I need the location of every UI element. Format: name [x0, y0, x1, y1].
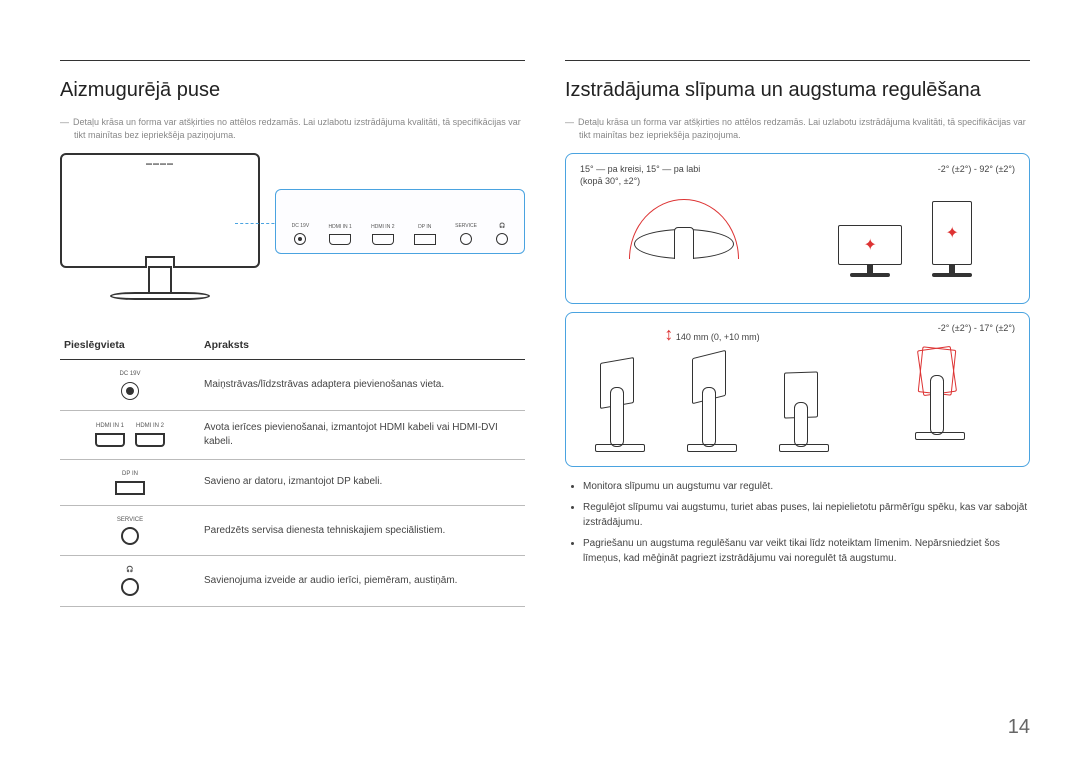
list-item: Monitora slīpumu un augstumu var regulēt… — [583, 479, 1030, 494]
height-arrow-icon: ↕ — [664, 324, 673, 344]
port-hdmi-in-2: HDMI IN 2 — [371, 224, 394, 245]
page-number: 14 — [1008, 716, 1030, 739]
swivel-caption: 15° — pa kreisi, 15° — pa labi (kopā 30°… — [580, 164, 788, 187]
left-column: Aizmugurējā puse Detaļu krāsa un forma v… — [60, 60, 525, 607]
panel-height-tilt: ↕ 140 mm (0, +10 mm) -2° (±2°) - 17° (±2… — [565, 312, 1030, 467]
port-dc-19v: DC 19V — [292, 223, 310, 245]
list-item: Regulējot slīpumu vai augstumu, turiet a… — [583, 500, 1030, 530]
ports-callout: DC 19V HDMI IN 1 HDMI IN 2 DP IN SERVICE 🎧 — [275, 189, 525, 254]
rule-top-left — [60, 60, 525, 61]
ports-table: Pieslēgvieta Apraksts DC 19VMaiņstrāvas/… — [60, 331, 525, 607]
rule-top-right — [565, 60, 1030, 61]
port-desc: Maiņstrāvas/līdzstrāvas adaptera pievien… — [200, 360, 525, 410]
port-desc: Avota ierīces pievienošanai, izmantojot … — [200, 410, 525, 459]
port-desc: Paredzēts servisa dienesta tehniskajiem … — [200, 505, 525, 555]
rear-figure: ▬▬▬▬ DC 19V HDMI IN 1 HDMI IN 2 DP IN SERVIC… — [60, 153, 525, 313]
port-desc: Savieno ar datoru, izmantojot DP kabeli. — [200, 459, 525, 505]
table-row: HDMI IN 1HDMI IN 2Avota ierīces pievieno… — [60, 410, 525, 459]
monitor-back-icon: ▬▬▬▬ — [60, 153, 260, 268]
port--: 🎧 — [496, 223, 508, 245]
table-row: DP INSavieno ar datoru, izmantojot DP ka… — [60, 459, 525, 505]
heading-adjust: Izstrādājuma slīpuma un augstuma regulēš… — [565, 79, 1030, 102]
port-dp-in: DP IN — [414, 224, 436, 245]
th-port: Pieslēgvieta — [60, 331, 200, 360]
port-hdmi-in-1: HDMI IN 1 — [328, 224, 351, 245]
panel-swivel-pivot: 15° — pa kreisi, 15° — pa labi (kopā 30°… — [565, 153, 1030, 303]
port-desc: Savienojuma izveide ar audio ierīci, pie… — [200, 556, 525, 606]
tilt-caption: -2° (±2°) - 17° (±2°) — [864, 323, 1015, 335]
table-row: SERVICEParedzēts servisa dienesta tehnis… — [60, 505, 525, 555]
right-column: Izstrādājuma slīpuma un augstuma regulēš… — [565, 60, 1030, 607]
notes-list: Monitora slīpumu un augstumu var regulēt… — [565, 479, 1030, 566]
note-right: Detaļu krāsa un forma var atšķirties no … — [565, 116, 1030, 141]
height-label: 140 mm (0, +10 mm) — [676, 332, 760, 342]
pivot-caption: -2° (±2°) - 92° (±2°) — [808, 164, 1016, 176]
list-item: Pagriešanu un augstuma regulēšanu var ve… — [583, 536, 1030, 566]
note-left: Detaļu krāsa un forma var atšķirties no … — [60, 116, 525, 141]
heading-rear: Aizmugurējā puse — [60, 79, 525, 102]
pivot-diagram-icon: ✦ ✦ — [808, 182, 1016, 277]
table-row: 🎧Savienojuma izveide ar audio ierīci, pi… — [60, 556, 525, 606]
tilt-diagram-icon — [864, 340, 1015, 440]
table-row: DC 19VMaiņstrāvas/līdzstrāvas adaptera p… — [60, 360, 525, 410]
swivel-diagram-icon — [624, 194, 744, 289]
height-diagram-icon — [580, 352, 844, 452]
port-service: SERVICE — [455, 223, 477, 245]
th-desc: Apraksts — [200, 331, 525, 360]
